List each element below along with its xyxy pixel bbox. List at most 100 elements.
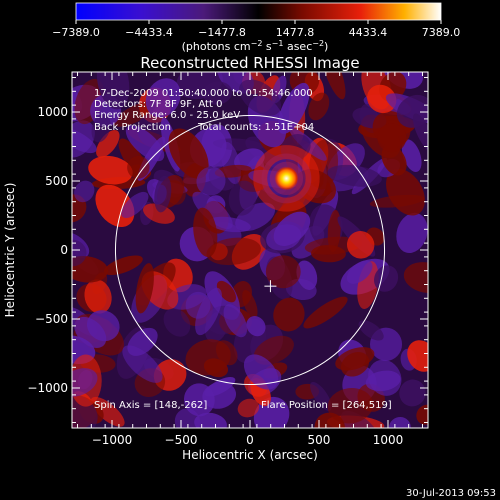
heatmap-blob <box>122 345 163 383</box>
colorbar-tick-label: 4433.4 <box>349 26 388 39</box>
x-tick-label: −500 <box>165 433 198 447</box>
heatmap-blob <box>72 368 98 397</box>
heatmap-blob <box>396 94 428 128</box>
heatmap-blob <box>308 92 330 121</box>
flare-source <box>274 166 299 191</box>
heatmap-blob <box>237 398 260 418</box>
heatmap-blob <box>327 164 382 187</box>
colorbar-tick-label: 1477.8 <box>276 26 315 39</box>
heatmap-blob <box>273 211 311 246</box>
colorbar <box>75 2 442 21</box>
heatmap-blob <box>407 340 428 372</box>
heatmap-blob <box>367 84 397 114</box>
heatmap-blob <box>216 280 237 303</box>
colorbar-ticks: −7389.0 −4433.4 −1477.8 1477.8 4433.4 7389.0 <box>52 20 460 39</box>
heatmap-blob <box>416 404 428 425</box>
heatmap-blob <box>90 396 125 427</box>
heatmap-blob <box>154 175 172 213</box>
annotation-flare-position: Flare Position = [264,519] <box>261 400 392 411</box>
annotation-method: Back Projection <box>94 122 171 133</box>
solar-limb-circle <box>114 114 386 386</box>
heatmap-blob <box>125 125 165 162</box>
heatmap-blob <box>74 180 95 203</box>
annotation-detectors: Detectors: 7F 8F 9F, Att 0 <box>94 99 222 110</box>
colorbar-unit: (photons cm−2 s−1 asec−2) <box>182 39 329 53</box>
heatmap-blob <box>121 191 149 219</box>
y-tick-label: −500 <box>35 312 68 326</box>
heatmap-blob <box>91 113 111 143</box>
spin-axis-crosshair <box>264 280 277 293</box>
heatmap-blob <box>246 315 266 337</box>
y-tick-label: 0 <box>60 243 68 257</box>
chart-title: Reconstructed RHESSI Image <box>140 54 359 72</box>
heatmap-blob <box>381 144 407 176</box>
heatmap-blob <box>277 82 310 134</box>
heatmap-blob <box>399 379 426 407</box>
heatmap-blob <box>401 139 422 172</box>
y-tick-label: −1000 <box>27 381 68 395</box>
y-axis-label: Heliocentric Y (arcsec) <box>3 183 17 318</box>
heatmap-blob <box>163 308 191 337</box>
heatmap-image <box>72 72 428 428</box>
heatmap-blob <box>72 127 97 154</box>
x-axis-label: Heliocentric X (arcsec) <box>182 448 318 462</box>
heatmap-blob <box>346 260 373 284</box>
heatmap-blob <box>327 387 374 424</box>
heatmap-blob <box>194 412 227 428</box>
heatmap-blob <box>253 396 290 428</box>
heatmap-blob <box>84 279 112 314</box>
heatmap-blob <box>310 381 332 411</box>
x-tick-label: 0 <box>246 433 254 447</box>
heatmap-blob <box>377 123 407 153</box>
heatmap-blob <box>223 304 248 338</box>
colorbar-tick-label: −7389.0 <box>52 26 100 39</box>
y-tick-label: 500 <box>45 174 68 188</box>
heatmap-blob <box>193 207 218 258</box>
heatmap-blob <box>127 155 150 179</box>
heatmap-blob <box>135 263 154 314</box>
heatmap-blob <box>202 81 233 105</box>
heatmap-blob <box>204 376 236 397</box>
heatmap-blob <box>396 212 428 254</box>
colorbar-tick-label: 7389.0 <box>422 26 461 39</box>
heatmap-blob <box>145 78 181 118</box>
heatmap-blob <box>195 287 223 336</box>
heatmap-blob <box>368 359 402 396</box>
axis-ticks: −1000 −500 0 500 1000 −1000 −500 0 500 1000 <box>27 72 428 447</box>
heatmap-blob <box>346 231 375 259</box>
colorbar-tick-label: −4433.4 <box>125 26 173 39</box>
heatmap-blob <box>273 297 305 332</box>
heatmap-blob <box>239 79 282 116</box>
source-ring <box>253 145 320 212</box>
heatmap-blob <box>242 289 258 318</box>
heatmap-blob <box>358 320 384 341</box>
source-ring <box>261 153 312 204</box>
x-tick-label: −1000 <box>92 433 133 447</box>
heatmap-blob <box>168 128 209 179</box>
heatmap-blob <box>303 296 348 329</box>
heatmap-blob <box>196 166 226 196</box>
heatmap-blob <box>403 262 428 294</box>
heatmap-blob <box>243 354 279 390</box>
heatmap-blob <box>113 101 157 127</box>
annotation-time-range: 17-Dec-2009 01:50:40.000 to 01:54:46.000 <box>94 88 313 99</box>
heatmap-blob <box>340 351 370 377</box>
annotation-energy: Energy Range: 6.0 - 25.0 keV <box>94 110 240 121</box>
heatmap-blob <box>88 155 133 185</box>
heatmap-blob <box>192 191 233 230</box>
x-tick-label: 500 <box>308 433 331 447</box>
heatmap-blob <box>228 180 257 216</box>
annotation-counts: Total counts: 1.51E+04 <box>197 122 314 133</box>
heatmap-blob <box>206 237 261 266</box>
heatmap-blob <box>265 255 301 289</box>
annotation-spin-axis: Spin Axis = [148,-262] <box>94 400 207 411</box>
timestamp: 30-Jul-2013 09:53 <box>406 488 496 499</box>
heatmap-blob <box>96 72 130 110</box>
heatmap-blob <box>185 339 231 376</box>
heatmap-blob <box>174 408 201 428</box>
x-tick-label: 1000 <box>373 433 404 447</box>
heatmap-blob <box>74 316 107 349</box>
heatmap-blob <box>143 203 175 224</box>
heatmap-blob <box>103 255 143 276</box>
